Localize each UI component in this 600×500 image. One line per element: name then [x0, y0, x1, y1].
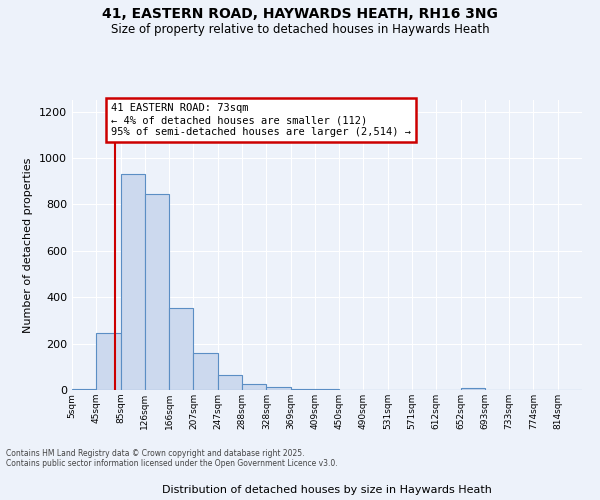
Text: Size of property relative to detached houses in Haywards Heath: Size of property relative to detached ho…	[110, 22, 490, 36]
Bar	[461, 388, 485, 390]
Text: Contains HM Land Registry data © Crown copyright and database right 2025.: Contains HM Land Registry data © Crown c…	[6, 448, 305, 458]
Text: 41 EASTERN ROAD: 73sqm
← 4% of detached houses are smaller (112)
95% of semi-det: 41 EASTERN ROAD: 73sqm ← 4% of detached …	[111, 104, 411, 136]
Bar	[290, 389, 315, 390]
Bar	[242, 384, 266, 390]
Bar	[218, 375, 242, 390]
Bar	[145, 194, 169, 390]
Bar	[193, 353, 218, 390]
Text: Contains public sector information licensed under the Open Government Licence v3: Contains public sector information licen…	[6, 458, 338, 468]
Text: Distribution of detached houses by size in Haywards Heath: Distribution of detached houses by size …	[162, 485, 492, 495]
Bar	[121, 174, 145, 390]
Y-axis label: Number of detached properties: Number of detached properties	[23, 158, 34, 332]
Bar	[96, 333, 121, 390]
Bar	[266, 387, 290, 390]
Bar	[72, 389, 96, 390]
Bar	[315, 389, 339, 390]
Text: 41, EASTERN ROAD, HAYWARDS HEATH, RH16 3NG: 41, EASTERN ROAD, HAYWARDS HEATH, RH16 3…	[102, 8, 498, 22]
Bar	[169, 308, 193, 390]
